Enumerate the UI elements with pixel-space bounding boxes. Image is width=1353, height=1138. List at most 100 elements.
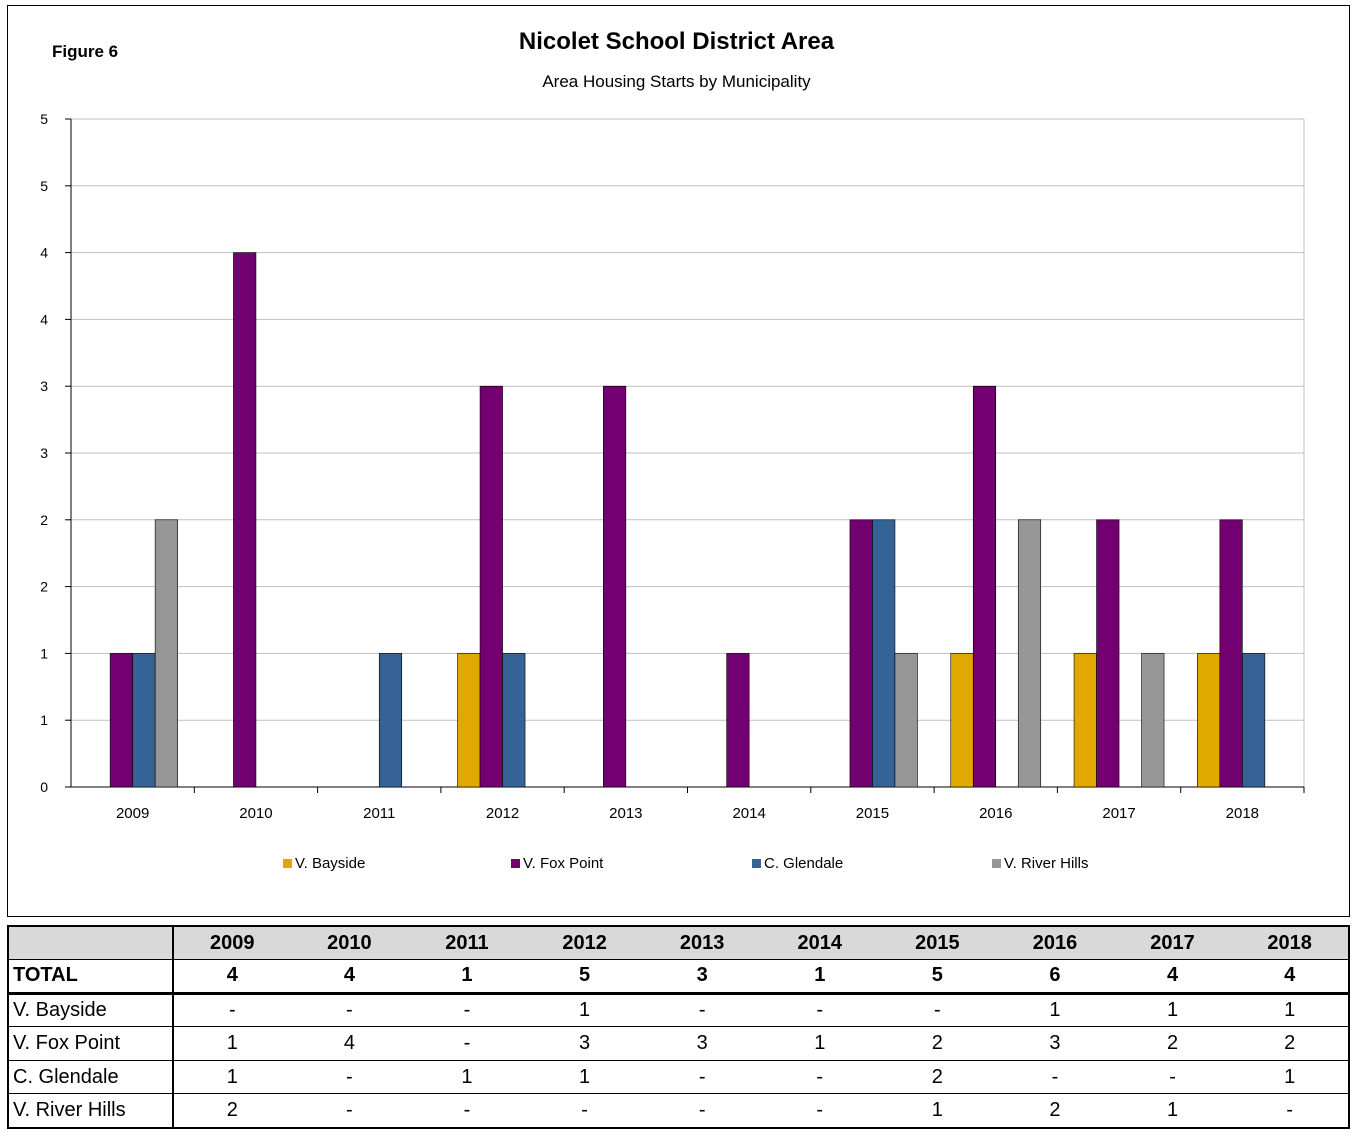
x-tick-label: 2010	[239, 805, 272, 822]
y-tick-label: 1	[40, 712, 48, 728]
table-cell: -	[878, 992, 997, 1028]
table-corner-cell	[8, 925, 174, 961]
table-row-label: V. Bayside	[7, 992, 174, 1028]
table-cell: -	[643, 1093, 761, 1129]
legend-swatch-glendale	[752, 859, 761, 868]
bar-v-fox-point-2018	[1219, 519, 1243, 788]
x-tick-label: 2009	[116, 805, 149, 822]
y-tick-label: 3	[40, 445, 48, 461]
y-tick-label: 3	[40, 378, 48, 394]
bar-v-river-hills-2015	[894, 653, 918, 788]
x-tick-label: 2012	[486, 805, 519, 822]
table-cell: -	[1113, 1059, 1232, 1095]
table-cell: 4	[1113, 959, 1232, 995]
table-cell: -	[643, 992, 761, 1028]
table-cell: -	[408, 992, 526, 1028]
y-tick-label: 4	[40, 311, 48, 327]
legend-label-bayside: V. Bayside	[295, 855, 366, 872]
table-header-year: 2010	[290, 925, 409, 961]
y-tick-label: 5	[40, 111, 48, 127]
x-tick-label: 2014	[732, 805, 765, 822]
bar-v-bayside-2016	[950, 653, 974, 788]
legend-label-river-hills: V. River Hills	[1004, 855, 1089, 872]
table-cell: 1	[173, 1026, 291, 1061]
table-cell: -	[525, 1093, 644, 1129]
bar-c-glendale-2015	[872, 519, 896, 788]
bar-v-river-hills-2017	[1141, 653, 1165, 788]
table-cell: 4	[290, 959, 409, 995]
bar-v-fox-point-2014	[726, 653, 750, 788]
data-table: 2009 2010 2011 2012 2013 2014 2015 2016 …	[7, 925, 1350, 1129]
table-row-label: V. Fox Point	[7, 1026, 174, 1061]
table-cell: 5	[525, 959, 644, 995]
chart-frame	[7, 5, 1350, 917]
x-tick-label: 2011	[363, 805, 395, 822]
table-cell: -	[408, 1026, 526, 1061]
table-body: TOTAL 4 4 1 5 3 1 5 6 4 4 V. Bayside - - -1- - -1 1 1 V. Fo…	[7, 959, 1350, 1129]
bar-v-fox-point-2016	[972, 385, 997, 788]
y-tick-label: 2	[40, 579, 48, 595]
table-cell: 2	[878, 1059, 997, 1095]
table-cell: -	[760, 1093, 879, 1129]
x-tick-label: 2018	[1226, 805, 1259, 822]
table-cell: 2	[1231, 1026, 1350, 1061]
y-tick-label: 0	[40, 779, 48, 795]
table-cell: 3	[996, 1026, 1114, 1061]
table-header-year: 2014	[760, 925, 879, 961]
table-cell: 1	[760, 1026, 879, 1061]
table-cell: 2	[878, 1026, 997, 1061]
bar-v-bayside-2012	[457, 653, 481, 788]
bar-v-fox-point-2010	[233, 252, 257, 788]
table-cell: 2	[996, 1093, 1114, 1129]
legend-swatch-bayside	[283, 859, 292, 868]
chart-title: Nicolet School District Area	[518, 28, 835, 55]
table-cell: 4	[173, 959, 291, 995]
y-tick-label: 5	[40, 178, 48, 194]
table-cell: -	[996, 1059, 1114, 1095]
bar-v-fox-point-2017	[1096, 519, 1120, 788]
bar-c-glendale-2009	[132, 653, 156, 788]
table-header-row: 2009 2010 2011 2012 2013 2014 2015 2016 …	[8, 925, 1349, 961]
bar-v-fox-point-2013	[603, 385, 627, 788]
table-cell: 3	[643, 959, 761, 995]
y-tick-label: 2	[40, 512, 48, 528]
bar-v-river-hills-2009	[154, 519, 178, 788]
table-cell: 4	[1231, 959, 1350, 995]
table-cell: 2	[1113, 1026, 1232, 1061]
chart-subtitle: Area Housing Starts by Municipality	[542, 72, 811, 91]
table-row: C. Glendale 1-1 1- -2- -1	[7, 1059, 1350, 1095]
y-tick-label: 4	[40, 245, 48, 261]
table-header-year: 2016	[996, 925, 1114, 961]
table-cell: 4	[290, 1026, 409, 1061]
figure-label: Figure 6	[52, 42, 119, 61]
table-cell: -	[760, 992, 879, 1028]
table-header-year: 2012	[525, 925, 644, 961]
table-cell: -	[760, 1059, 879, 1095]
table-cell: -	[1231, 1093, 1350, 1129]
table-cell: -	[290, 1093, 409, 1129]
table-row-label: C. Glendale	[7, 1059, 174, 1095]
bar-v-fox-point-2012	[479, 385, 503, 788]
table-header-year: 2018	[1231, 925, 1349, 961]
table-cell: 5	[878, 959, 997, 995]
table-cell: -	[408, 1093, 526, 1129]
x-tick-label: 2015	[856, 805, 889, 822]
bar-v-bayside-2018	[1197, 653, 1221, 788]
y-tick-label: 1	[40, 645, 48, 661]
table-row-label: TOTAL	[7, 959, 174, 995]
table-cell: 1	[1113, 1093, 1232, 1129]
table-cell: 1	[525, 992, 644, 1028]
legend-label-fox-point: V. Fox Point	[523, 855, 604, 872]
bar-v-fox-point-2015	[849, 519, 873, 788]
table-cell: 1	[173, 1059, 291, 1095]
bar-c-glendale-2012	[502, 653, 526, 788]
table-header-year: 2009	[173, 925, 291, 961]
table-cell: -	[173, 992, 291, 1028]
bar-v-fox-point-2009	[109, 653, 133, 788]
legend-item-fox-point: V. Fox Point	[511, 855, 603, 872]
table-header-year: 2017	[1113, 925, 1232, 961]
table-row: V. River Hills 2- - - - -1 2 1-	[7, 1093, 1350, 1129]
bar-c-glendale-2018	[1242, 653, 1266, 788]
table-cell: 1	[878, 1093, 997, 1129]
table-cell: 3	[643, 1026, 761, 1061]
